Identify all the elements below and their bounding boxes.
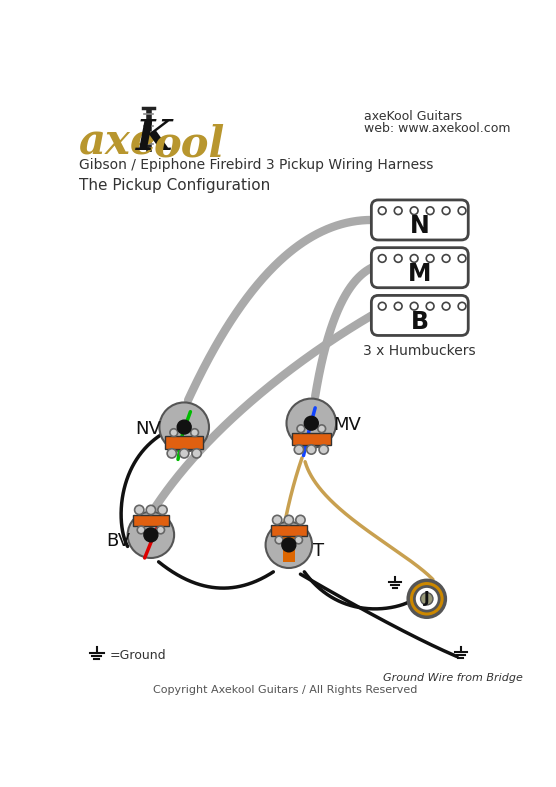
Circle shape bbox=[410, 255, 418, 262]
Circle shape bbox=[282, 538, 296, 552]
Circle shape bbox=[275, 536, 283, 544]
Circle shape bbox=[426, 302, 434, 310]
Circle shape bbox=[146, 505, 156, 515]
Circle shape bbox=[426, 255, 434, 262]
Circle shape bbox=[266, 522, 312, 568]
Circle shape bbox=[170, 429, 178, 437]
Circle shape bbox=[414, 586, 439, 611]
Text: ool: ool bbox=[153, 124, 225, 165]
Circle shape bbox=[458, 207, 466, 215]
Circle shape bbox=[284, 515, 294, 525]
Circle shape bbox=[135, 505, 144, 515]
Text: N: N bbox=[410, 214, 430, 238]
Text: Ground Wire from Bridge: Ground Wire from Bridge bbox=[383, 673, 523, 683]
Circle shape bbox=[294, 445, 304, 454]
Text: T: T bbox=[312, 542, 324, 560]
Bar bbox=[165, 437, 203, 449]
FancyBboxPatch shape bbox=[371, 295, 468, 335]
Circle shape bbox=[158, 505, 167, 515]
Circle shape bbox=[442, 255, 450, 262]
Circle shape bbox=[442, 302, 450, 310]
Text: Gibson / Epiphone Firebird 3 Pickup Wiring Harness: Gibson / Epiphone Firebird 3 Pickup Wiri… bbox=[79, 157, 433, 172]
Text: =Ground: =Ground bbox=[110, 648, 166, 662]
FancyBboxPatch shape bbox=[371, 248, 468, 288]
Text: MV: MV bbox=[333, 416, 361, 434]
Circle shape bbox=[295, 536, 302, 544]
Text: B: B bbox=[411, 309, 429, 334]
Circle shape bbox=[410, 207, 418, 215]
Circle shape bbox=[394, 302, 402, 310]
FancyBboxPatch shape bbox=[371, 200, 468, 240]
Circle shape bbox=[319, 445, 329, 454]
Circle shape bbox=[458, 255, 466, 262]
Circle shape bbox=[426, 207, 434, 215]
Circle shape bbox=[394, 255, 402, 262]
Circle shape bbox=[191, 429, 198, 437]
Circle shape bbox=[442, 207, 450, 215]
Text: Copyright Axekool Guitars / All Rights Reserved: Copyright Axekool Guitars / All Rights R… bbox=[153, 685, 417, 695]
Circle shape bbox=[304, 416, 318, 430]
Circle shape bbox=[137, 526, 145, 534]
Circle shape bbox=[128, 512, 174, 558]
Circle shape bbox=[157, 526, 165, 534]
Text: axeKool Guitars: axeKool Guitars bbox=[364, 109, 462, 123]
Circle shape bbox=[297, 425, 305, 433]
Text: axe: axe bbox=[79, 122, 157, 164]
Circle shape bbox=[177, 420, 191, 434]
Text: BV: BV bbox=[106, 532, 131, 550]
Text: The Pickup Configuration: The Pickup Configuration bbox=[79, 178, 270, 193]
Text: K: K bbox=[136, 117, 172, 159]
Circle shape bbox=[272, 515, 282, 525]
Circle shape bbox=[458, 302, 466, 310]
Circle shape bbox=[378, 207, 386, 215]
Circle shape bbox=[410, 302, 418, 310]
Circle shape bbox=[408, 580, 445, 617]
Text: M: M bbox=[408, 262, 431, 286]
Bar bbox=[271, 525, 307, 536]
Circle shape bbox=[394, 207, 402, 215]
Bar bbox=[133, 515, 169, 526]
Circle shape bbox=[286, 398, 336, 448]
Circle shape bbox=[144, 528, 158, 541]
Text: 3 x Humbuckers: 3 x Humbuckers bbox=[364, 344, 476, 358]
Circle shape bbox=[167, 449, 176, 458]
Text: web: www.axekool.com: web: www.axekool.com bbox=[364, 122, 510, 135]
Text: NV: NV bbox=[136, 419, 161, 438]
Circle shape bbox=[378, 302, 386, 310]
Circle shape bbox=[378, 255, 386, 262]
Circle shape bbox=[420, 593, 433, 605]
Circle shape bbox=[296, 515, 305, 525]
Circle shape bbox=[180, 449, 189, 458]
Bar bbox=[292, 433, 330, 445]
Circle shape bbox=[307, 445, 316, 454]
Bar bbox=[282, 528, 295, 562]
Circle shape bbox=[160, 402, 209, 452]
Text: J: J bbox=[424, 591, 430, 606]
Circle shape bbox=[318, 425, 326, 433]
Circle shape bbox=[192, 449, 201, 458]
